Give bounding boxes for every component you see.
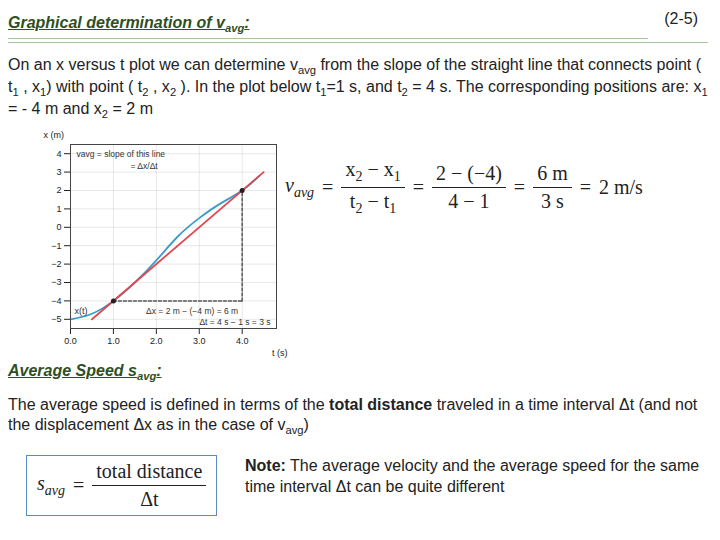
svg-text:−1: −1 [51, 241, 61, 251]
svg-text:x(t): x(t) [75, 306, 88, 316]
html-text:(2-5): (2-5) [664, 10, 698, 27]
html-text:savg: savg [37, 472, 65, 498]
svg-text:1.0: 1.0 [107, 336, 120, 346]
html-text:Average Speed savg:: Average Speed savg: [8, 362, 162, 383]
html-text:Graphical determination of vav: Graphical determination of vavg: [8, 14, 250, 35]
svg-text:−3: −3 [51, 277, 61, 287]
svg-text:Δx = 2 m − (−4 m) = 6 m: Δx = 2 m − (−4 m) = 6 m [146, 306, 238, 316]
html-text:2 − (−4): 2 − (−4) [436, 162, 502, 184]
html-text:x2− x1: x2− x1 [345, 158, 401, 184]
svg-text:−4: −4 [51, 296, 61, 306]
html-text:On an x versus t plot we can d: On an x versus t plot we can determine v… [8, 56, 708, 99]
html-text:Note: The average velocity and: Note: The average velocity and the avera… [245, 457, 700, 495]
svg-text:0.0: 0.0 [64, 336, 77, 346]
svg-text:vavg = slope of this line: vavg = slope of this line [77, 149, 166, 159]
html-text:6 m: 6 m [537, 162, 568, 184]
html-text:Δt: Δt [140, 488, 159, 510]
svg-text:2: 2 [56, 185, 61, 195]
svg-text:0: 0 [56, 222, 61, 232]
svg-text:3: 3 [56, 167, 61, 177]
html-text:total distance: total distance [96, 460, 203, 482]
html-text:The average speed is defined i: The average speed is defined in terms of… [8, 396, 698, 437]
svg-text:3.0: 3.0 [193, 336, 206, 346]
svg-text:2.0: 2.0 [150, 336, 163, 346]
html-text:= - 4 m and x2= 2 m: = - 4 m and x2= 2 m [8, 100, 153, 121]
svg-text:4.0: 4.0 [236, 336, 249, 346]
html-text:4 − 1: 4 − 1 [448, 190, 490, 212]
html-text:t2− t1: t2− t1 [349, 190, 397, 216]
svg-text:−2: −2 [51, 259, 61, 269]
svg-text:−5: −5 [51, 314, 61, 324]
svg-text:Δt = 4 s − 1 s = 3 s: Δt = 4 s − 1 s = 3 s [199, 317, 270, 327]
svg-text:t (s): t (s) [272, 348, 288, 358]
html-text:vavg =: vavg = [285, 174, 334, 200]
html-text:3 s: 3 s [541, 190, 564, 212]
svg-text:x (m): x (m) [44, 130, 65, 140]
html-text:2 m/s: 2 m/s [599, 176, 643, 198]
svg-text:4: 4 [56, 149, 61, 159]
svg-text:= Δx/Δt: = Δx/Δt [131, 161, 159, 171]
svg-text:1: 1 [56, 204, 61, 214]
